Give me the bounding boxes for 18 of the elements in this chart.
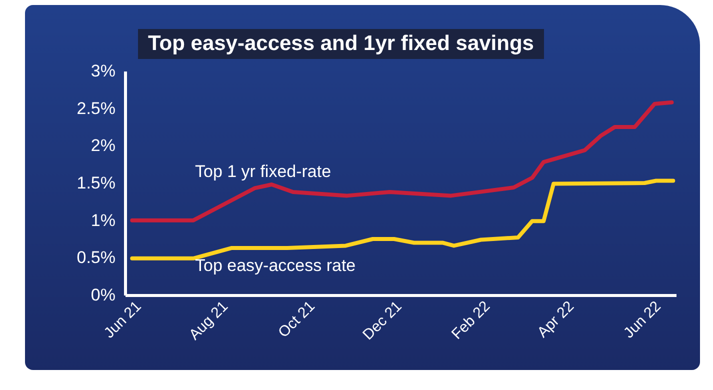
chart-title: Top easy-access and 1yr fixed savings [138,29,544,59]
x-tick-label: Aug 21 [186,298,232,344]
x-tick-label: Feb 22 [448,298,494,343]
y-tick-label: 3% [90,62,116,80]
x-tick-label: Apr 22 [534,298,578,342]
line-series [130,178,676,260]
y-tick-label: 2.5% [76,98,116,118]
x-tick-label: Dec 21 [360,298,406,344]
y-tick-label: 0% [90,286,116,304]
series-label: Top easy-access rate [195,256,356,275]
y-tick-label: 1.5% [76,174,116,192]
series-label: Top 1 yr fixed-rate [195,162,332,181]
x-tick-label: Jun 22 [620,298,664,342]
y-tick-label: 0.5% [76,248,116,268]
y-tick-label: 1% [90,210,116,230]
y-tick-label: 2% [90,136,116,156]
x-tick-label: Oct 21 [275,298,318,342]
line-series [130,100,674,222]
